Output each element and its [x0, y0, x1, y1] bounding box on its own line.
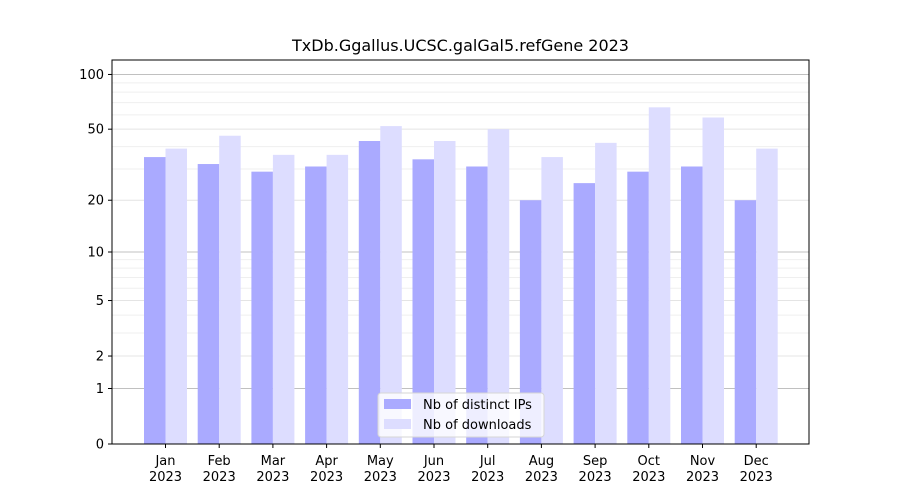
x-tick-label: Apr 2023	[310, 454, 343, 485]
x-tick-label-line: May	[367, 454, 394, 469]
bar-downloads	[541, 157, 563, 445]
x-tick-label: Nov 2023	[686, 454, 719, 485]
y-tick-label: 20	[87, 194, 104, 209]
x-tick-label: Aug 2023	[525, 454, 558, 485]
bar-distinct-ips	[358, 140, 381, 445]
bar-distinct-ips	[681, 166, 703, 444]
y-tick-label: 10	[87, 246, 104, 261]
y-tick-label: 2	[96, 350, 104, 365]
bar-downloads	[165, 148, 187, 444]
bar-downloads	[648, 107, 671, 444]
x-tick-label-line: Feb	[208, 454, 231, 469]
bar-downloads	[219, 135, 241, 444]
x-tick-label-line: 2023	[632, 470, 665, 485]
x-tick-label-line: Oct	[638, 454, 660, 469]
x-tick-label-line: Dec	[744, 454, 769, 469]
x-tick-label-line: 2023	[471, 470, 504, 485]
bar-downloads	[702, 117, 724, 444]
legend: Nb of distinct IPs Nb of downloads	[377, 392, 545, 438]
x-tick-label: Jun 2023	[417, 454, 450, 485]
legend-swatch	[384, 399, 411, 409]
x-tick-label-line: Jul	[479, 454, 496, 469]
x-tick-label-line: Aug	[529, 454, 554, 469]
legend-box	[377, 392, 545, 438]
bar-downloads	[380, 126, 402, 445]
bar-downloads	[595, 142, 617, 444]
x-tick-label: Jul 2023	[471, 454, 504, 485]
bar-distinct-ips	[412, 159, 434, 444]
x-tick-label-line: 2023	[203, 470, 236, 485]
x-tick-label-line: Nov	[690, 454, 716, 469]
x-tick-label: Mar 2023	[256, 454, 289, 485]
x-tick-label-line: 2023	[579, 470, 612, 485]
chart-title: TxDb.Ggallus.UCSC.galGal5.refGene 2023	[291, 36, 629, 55]
y-tick-label: 5	[96, 294, 104, 309]
x-tick-label-line: 2023	[256, 470, 289, 485]
x-tick-label-line: 2023	[740, 470, 773, 485]
bar-downloads	[487, 129, 510, 444]
bar-distinct-ips	[305, 166, 327, 444]
bar-distinct-ips	[573, 183, 596, 445]
y-tick-label: 100	[79, 68, 104, 83]
bar-distinct-ips	[627, 171, 649, 444]
x-tick-label-line: 2023	[417, 470, 450, 485]
bar-downloads	[434, 140, 456, 445]
x-tick-label: Dec 2023	[740, 454, 773, 485]
bar-distinct-ips	[144, 157, 166, 445]
bar-downloads	[272, 154, 295, 444]
bar-distinct-ips	[734, 200, 757, 444]
x-tick-label-line: 2023	[149, 470, 182, 485]
x-tick-label-line: 2023	[686, 470, 719, 485]
x-tick-label-line: 2023	[364, 470, 397, 485]
x-tick-label: May 2023	[364, 454, 397, 485]
legend-label: Nb of distinct IPs	[423, 398, 532, 413]
x-tick-label-line: 2023	[310, 470, 343, 485]
legend-label: Nb of downloads	[423, 418, 532, 433]
x-tick-label: Feb 2023	[203, 454, 236, 485]
y-tick-label: 1	[96, 382, 104, 397]
x-tick-label-line: Jun	[423, 454, 444, 469]
legend-swatch	[384, 419, 411, 429]
x-tick-label-line: Sep	[583, 454, 608, 469]
bar-distinct-ips	[519, 200, 542, 444]
bars	[144, 107, 778, 445]
y-tick-label: 0	[96, 438, 104, 453]
y-tick-label: 50	[87, 123, 104, 138]
x-tick-label-line: Mar	[261, 454, 286, 469]
bar-distinct-ips	[251, 171, 273, 444]
x-tick-label-line: Apr	[315, 454, 338, 469]
bar-distinct-ips	[466, 166, 488, 444]
bar-downloads	[326, 154, 349, 444]
x-tick-label: Jan 2023	[149, 454, 182, 485]
bar-downloads	[756, 148, 778, 444]
x-tick-label-line: 2023	[525, 470, 558, 485]
bar-distinct-ips	[197, 164, 220, 444]
x-tick-label: Sep 2023	[579, 454, 612, 485]
x-tick-label: Oct 2023	[632, 454, 665, 485]
x-tick-label-line: Jan	[154, 454, 175, 469]
